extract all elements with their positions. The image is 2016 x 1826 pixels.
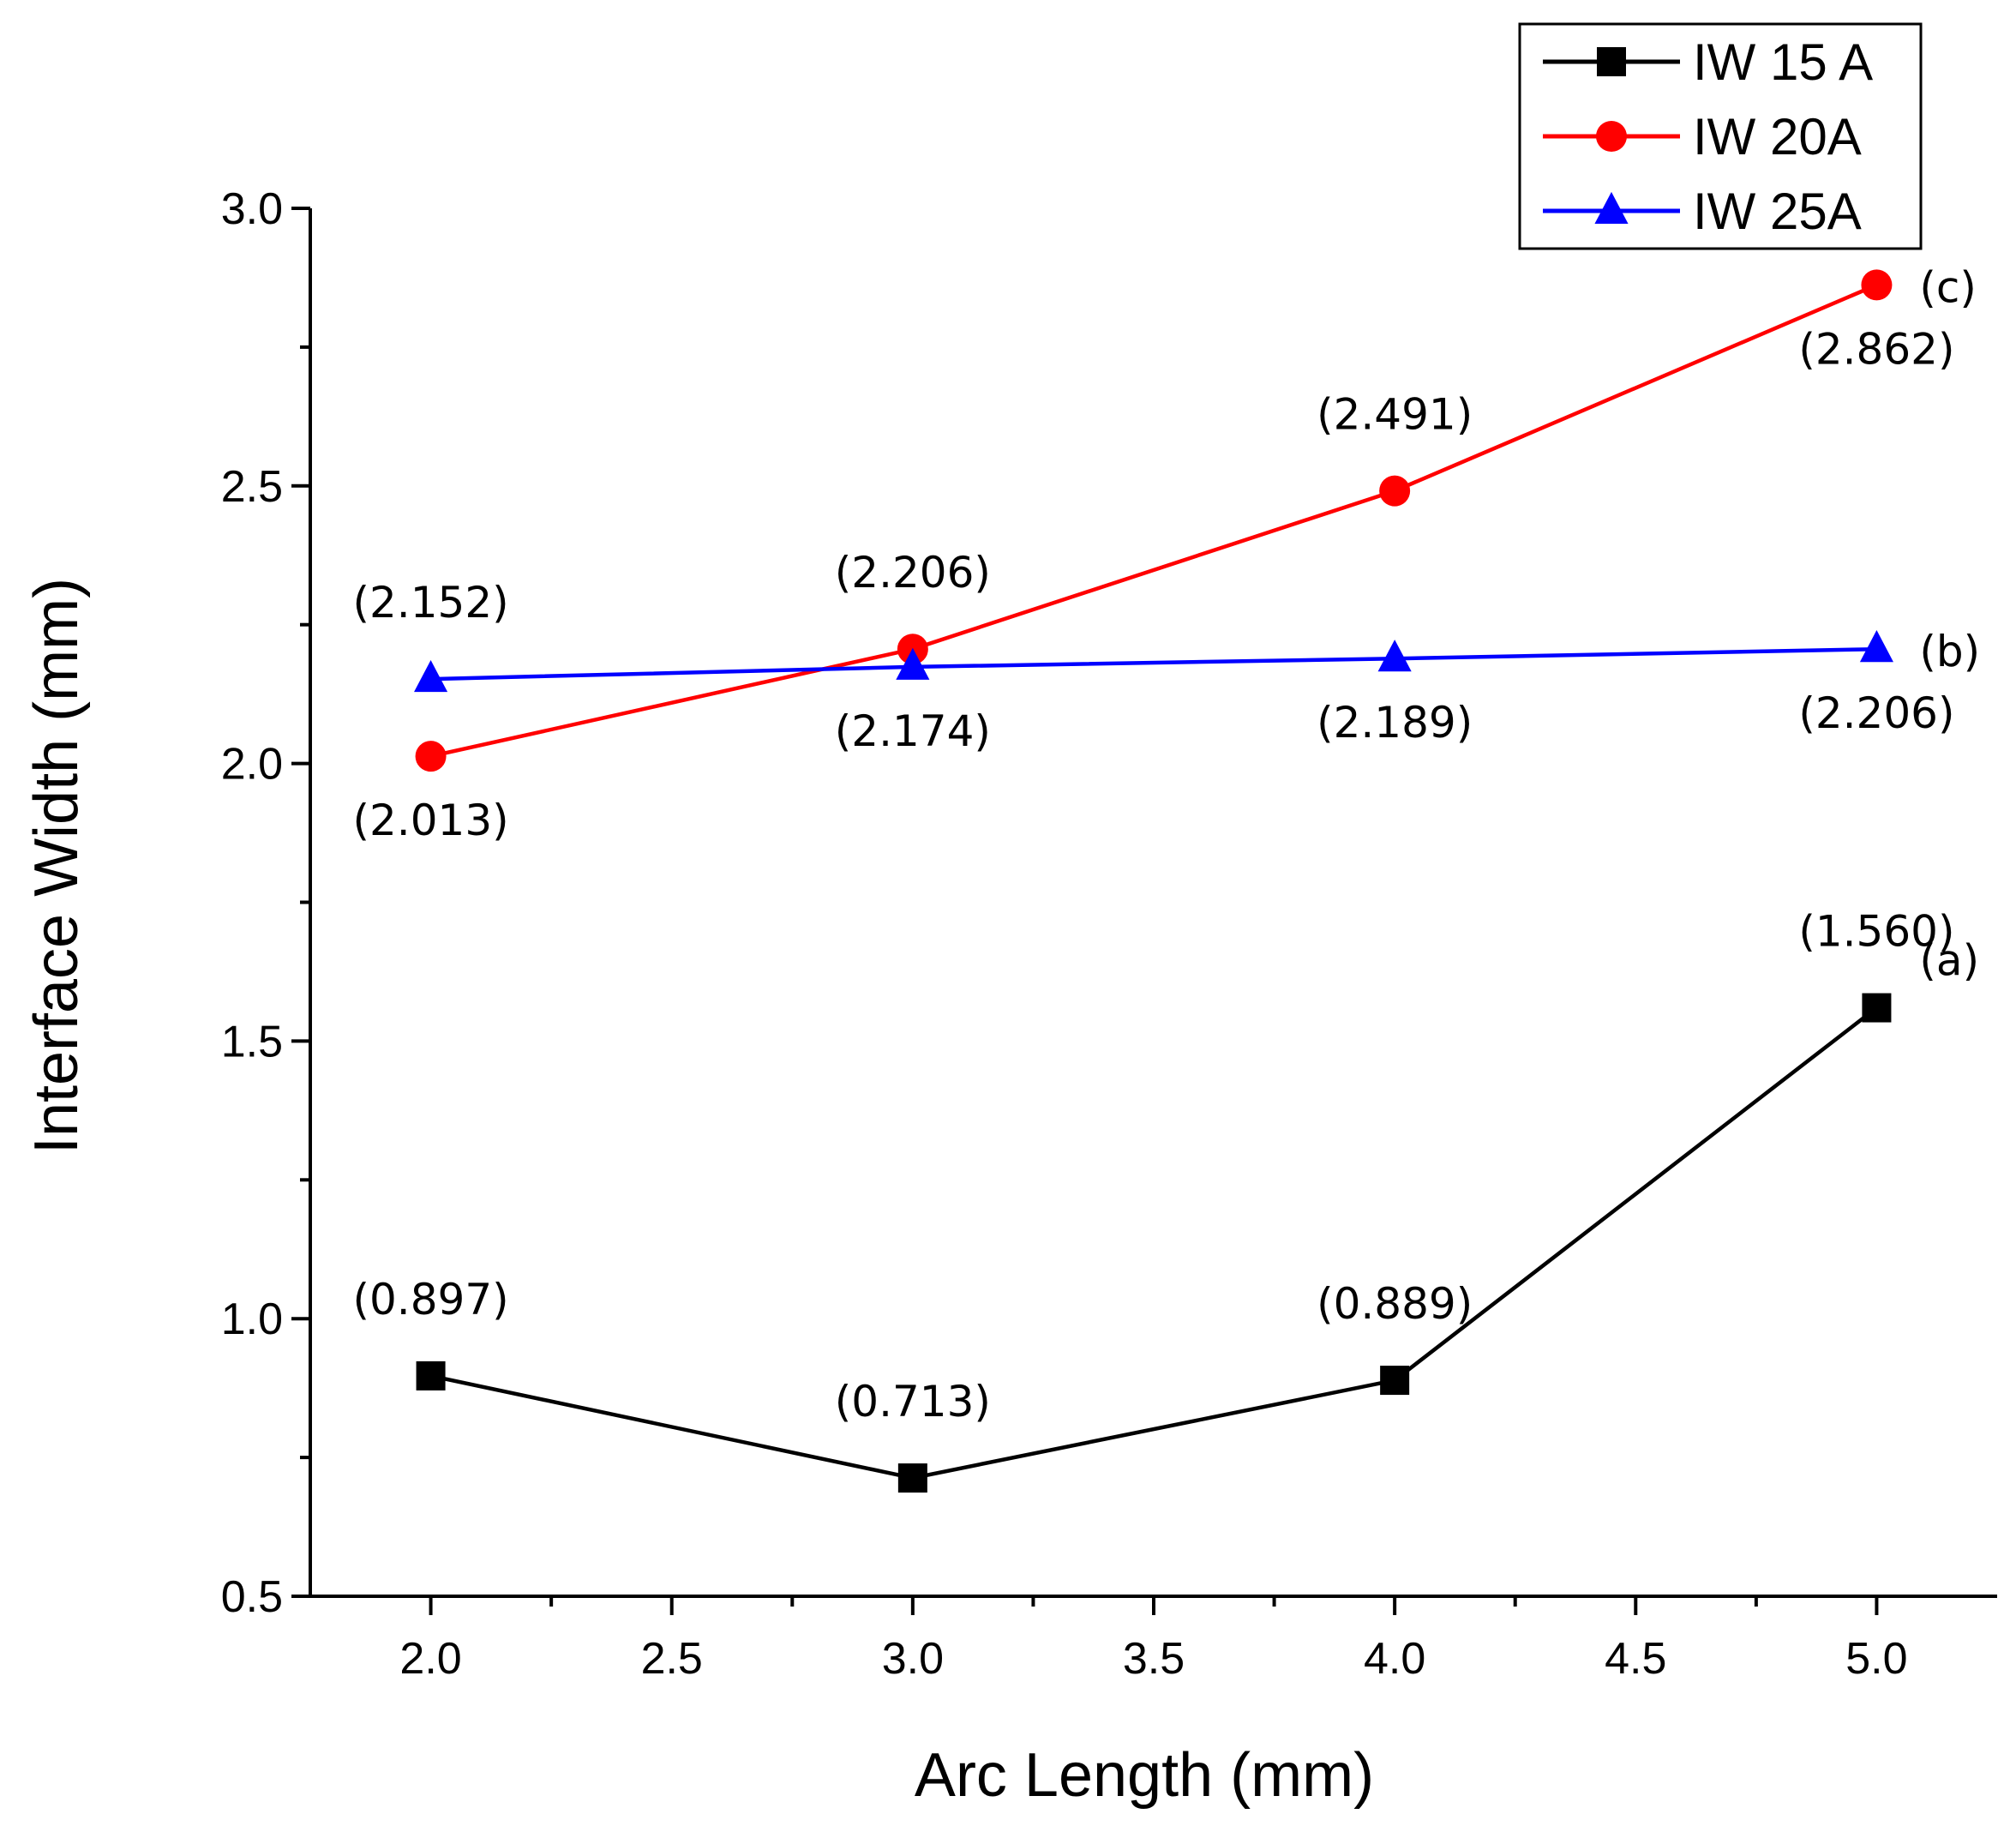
y-tick-label: 3.0 (221, 184, 283, 234)
data-label: (2.013) (352, 796, 508, 845)
data-point (414, 660, 448, 693)
legend-label: IW 25A (1693, 183, 1862, 240)
series-iw-15-a (416, 993, 1892, 1493)
y-tick-label: 1.0 (221, 1294, 283, 1344)
data-point (1859, 630, 1893, 663)
series-tag: (a) (1919, 936, 1979, 986)
data-point (897, 1463, 927, 1493)
data-label: (2.206) (835, 548, 991, 598)
legend-item: IW 15 A (1543, 33, 1873, 91)
legend-label: IW 15 A (1693, 33, 1873, 91)
legend-marker-icon (1594, 191, 1629, 224)
data-point (1379, 475, 1411, 507)
y-axis-title: Interface Width (mm) (22, 578, 91, 1154)
data-labels: (0.897) (0.713) (0.889) (1.560)(a) (2.013) (2… (352, 262, 1980, 1427)
data-label: (0.713) (835, 1377, 991, 1427)
data-label: (2.174) (835, 706, 991, 756)
data-label: (0.897) (352, 1275, 508, 1324)
data-label: (2.862) (1798, 324, 1954, 374)
data-label: (2.206) (1798, 688, 1954, 738)
legend-label: IW 20A (1693, 108, 1862, 165)
data-label: (2.152) (352, 578, 508, 628)
y-tick-label: 0.5 (221, 1572, 283, 1622)
data-point (1862, 993, 1892, 1023)
legend-item: IW 25A (1543, 183, 1862, 240)
x-tick-label: 3.0 (882, 1634, 944, 1684)
series-line (430, 646, 1877, 682)
series-iw-25a (414, 630, 1893, 693)
x-tick-label: 4.5 (1605, 1634, 1666, 1684)
y-tick-label: 2.0 (221, 740, 283, 790)
series-line (430, 1006, 1878, 1481)
legend: IW 15 A IW 20A IW 25A (1518, 22, 1923, 250)
data-point (1377, 640, 1412, 672)
data-point (416, 1360, 446, 1391)
data-label: (2.189) (1317, 698, 1473, 748)
data-point (896, 647, 930, 680)
data-label: (0.889) (1317, 1279, 1473, 1329)
x-tick-label: 3.5 (1123, 1634, 1185, 1684)
series-tag: (c) (1919, 262, 1977, 312)
x-tick-label: 4.0 (1364, 1634, 1425, 1684)
x-tick-label: 2.0 (399, 1634, 461, 1684)
legend-marker-icon (1596, 121, 1627, 152)
data-label: (1.560) (1798, 907, 1954, 957)
x-tick-label: 5.0 (1845, 1634, 1907, 1684)
data-point (1861, 269, 1893, 301)
legend-item: IW 20A (1543, 108, 1862, 165)
data-point (1380, 1366, 1410, 1396)
y-tick-label: 2.5 (221, 462, 283, 512)
series-layer (414, 269, 1893, 1493)
series-iw-20a (415, 269, 1893, 772)
data-label: (2.491) (1317, 390, 1473, 440)
x-axis-title: Arc Length (mm) (915, 1741, 1374, 1810)
axes: 2.0 2.5 3.0 3.5 4.0 4.5 5.0 0.5 1.0 1.5 2.0 2.5 3.0 (221, 184, 1997, 1684)
data-point (415, 741, 447, 772)
series-line (430, 283, 1878, 759)
y-tick-label: 1.5 (221, 1017, 283, 1066)
legend-marker-icon (1597, 47, 1626, 76)
x-tick-label: 2.5 (641, 1634, 703, 1684)
series-tag: (b) (1919, 627, 1980, 676)
